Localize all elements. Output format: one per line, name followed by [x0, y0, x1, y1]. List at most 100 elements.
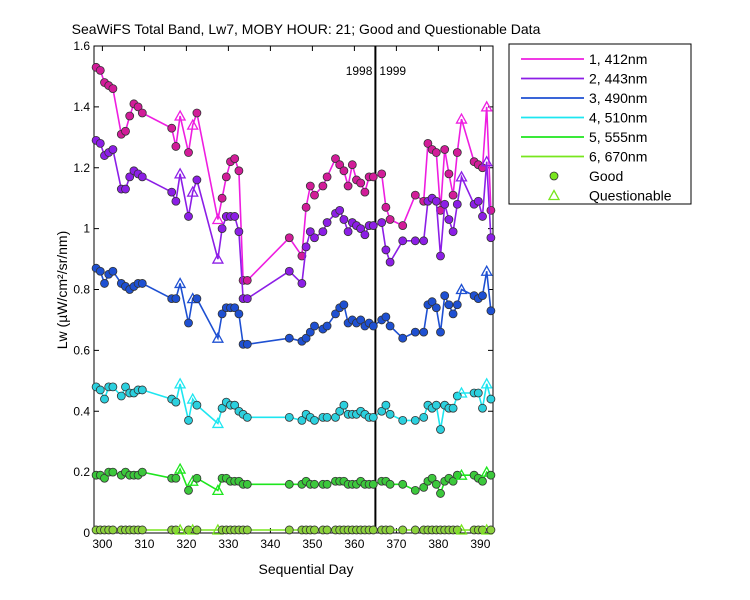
questionable-point	[173, 377, 187, 389]
good-point	[192, 525, 202, 535]
good-point	[184, 415, 193, 425]
good-point	[318, 227, 328, 237]
good-point	[410, 415, 420, 425]
good-point	[242, 339, 252, 349]
good-point	[322, 218, 332, 227]
legend: 1, 412nm 2, 443nm 3, 490nm 4, 510nm 5, 555nm…	[508, 43, 692, 205]
good-point	[448, 227, 458, 237]
x-tick-label: 390	[470, 537, 490, 551]
good-point	[133, 102, 143, 112]
good-point	[121, 126, 130, 136]
good-point	[171, 473, 181, 483]
good-point	[343, 227, 353, 237]
good-point	[440, 199, 450, 209]
good-point	[427, 473, 437, 483]
good-point	[322, 321, 332, 331]
good-point	[419, 412, 429, 422]
good-point	[242, 525, 252, 535]
good-point	[230, 212, 240, 221]
year-label-right: 1999	[379, 64, 406, 78]
good-point	[217, 193, 227, 203]
good-point	[381, 202, 391, 212]
good-point	[234, 227, 244, 237]
series-2	[91, 135, 496, 304]
questionable-point	[480, 264, 493, 276]
good-point	[398, 236, 408, 246]
chart-title: SeaWiFS Total Band, Lw7, MOBY HOUR: 21; …	[72, 21, 541, 37]
good-point	[419, 482, 429, 492]
good-point	[301, 333, 311, 343]
good-point	[486, 525, 496, 535]
good-point	[398, 525, 408, 535]
good-point	[385, 525, 395, 535]
y-axis-label: Lw (µW/cm²/sr/nm)	[54, 231, 70, 350]
good-point	[242, 294, 252, 304]
good-point	[284, 525, 294, 535]
x-tick-label: 300	[92, 537, 112, 551]
good-point	[339, 215, 349, 224]
good-point	[356, 315, 366, 325]
series-3	[91, 263, 496, 349]
good-point	[427, 297, 437, 307]
good-point	[368, 221, 378, 230]
good-point	[335, 160, 345, 170]
good-point	[167, 123, 177, 133]
good-point	[322, 479, 332, 489]
good-point	[431, 303, 441, 313]
good-point	[410, 327, 420, 337]
good-point	[478, 212, 487, 221]
good-point	[184, 212, 193, 221]
good-point	[297, 415, 307, 425]
legend-box	[508, 43, 692, 205]
good-point	[121, 382, 130, 392]
good-point	[473, 388, 483, 398]
good-point	[398, 415, 408, 425]
questionable-point	[211, 331, 225, 343]
good-point	[167, 187, 177, 197]
y-tick-label: 0.6	[73, 343, 90, 357]
good-point	[217, 403, 227, 413]
questionable-point	[186, 185, 199, 197]
good-point	[381, 400, 391, 410]
good-point	[100, 473, 109, 483]
good-point	[410, 485, 420, 495]
good-point	[368, 321, 378, 331]
good-point	[356, 224, 366, 234]
good-point	[230, 303, 240, 313]
series-line	[95, 66, 492, 282]
good-point	[368, 479, 378, 489]
series-6	[91, 523, 496, 535]
good-point	[108, 266, 118, 276]
good-point	[331, 154, 340, 164]
good-point	[486, 233, 496, 243]
questionable-point	[455, 386, 468, 398]
good-point	[125, 172, 135, 182]
good-point	[368, 172, 378, 182]
good-point	[478, 403, 487, 413]
series-4	[91, 377, 496, 434]
good-point	[305, 327, 315, 337]
good-point	[284, 479, 294, 489]
good-point	[486, 394, 496, 404]
good-point	[305, 227, 315, 237]
good-point	[192, 108, 202, 118]
good-point	[242, 275, 252, 285]
good-point	[448, 309, 458, 319]
good-point	[419, 327, 429, 337]
good-point	[184, 148, 193, 157]
good-point	[419, 236, 429, 246]
good-point	[297, 251, 307, 261]
y-tick-label: 0.4	[73, 404, 90, 418]
good-point	[486, 205, 496, 215]
good-point	[184, 318, 193, 328]
year-label-left: 1998	[346, 64, 373, 78]
good-point	[284, 333, 294, 343]
questionable-point	[173, 109, 187, 121]
good-point	[385, 257, 395, 267]
good-point	[444, 215, 454, 224]
good-point	[242, 479, 252, 489]
questionable-point	[480, 155, 493, 167]
good-point	[310, 233, 319, 243]
good-point	[95, 385, 105, 395]
